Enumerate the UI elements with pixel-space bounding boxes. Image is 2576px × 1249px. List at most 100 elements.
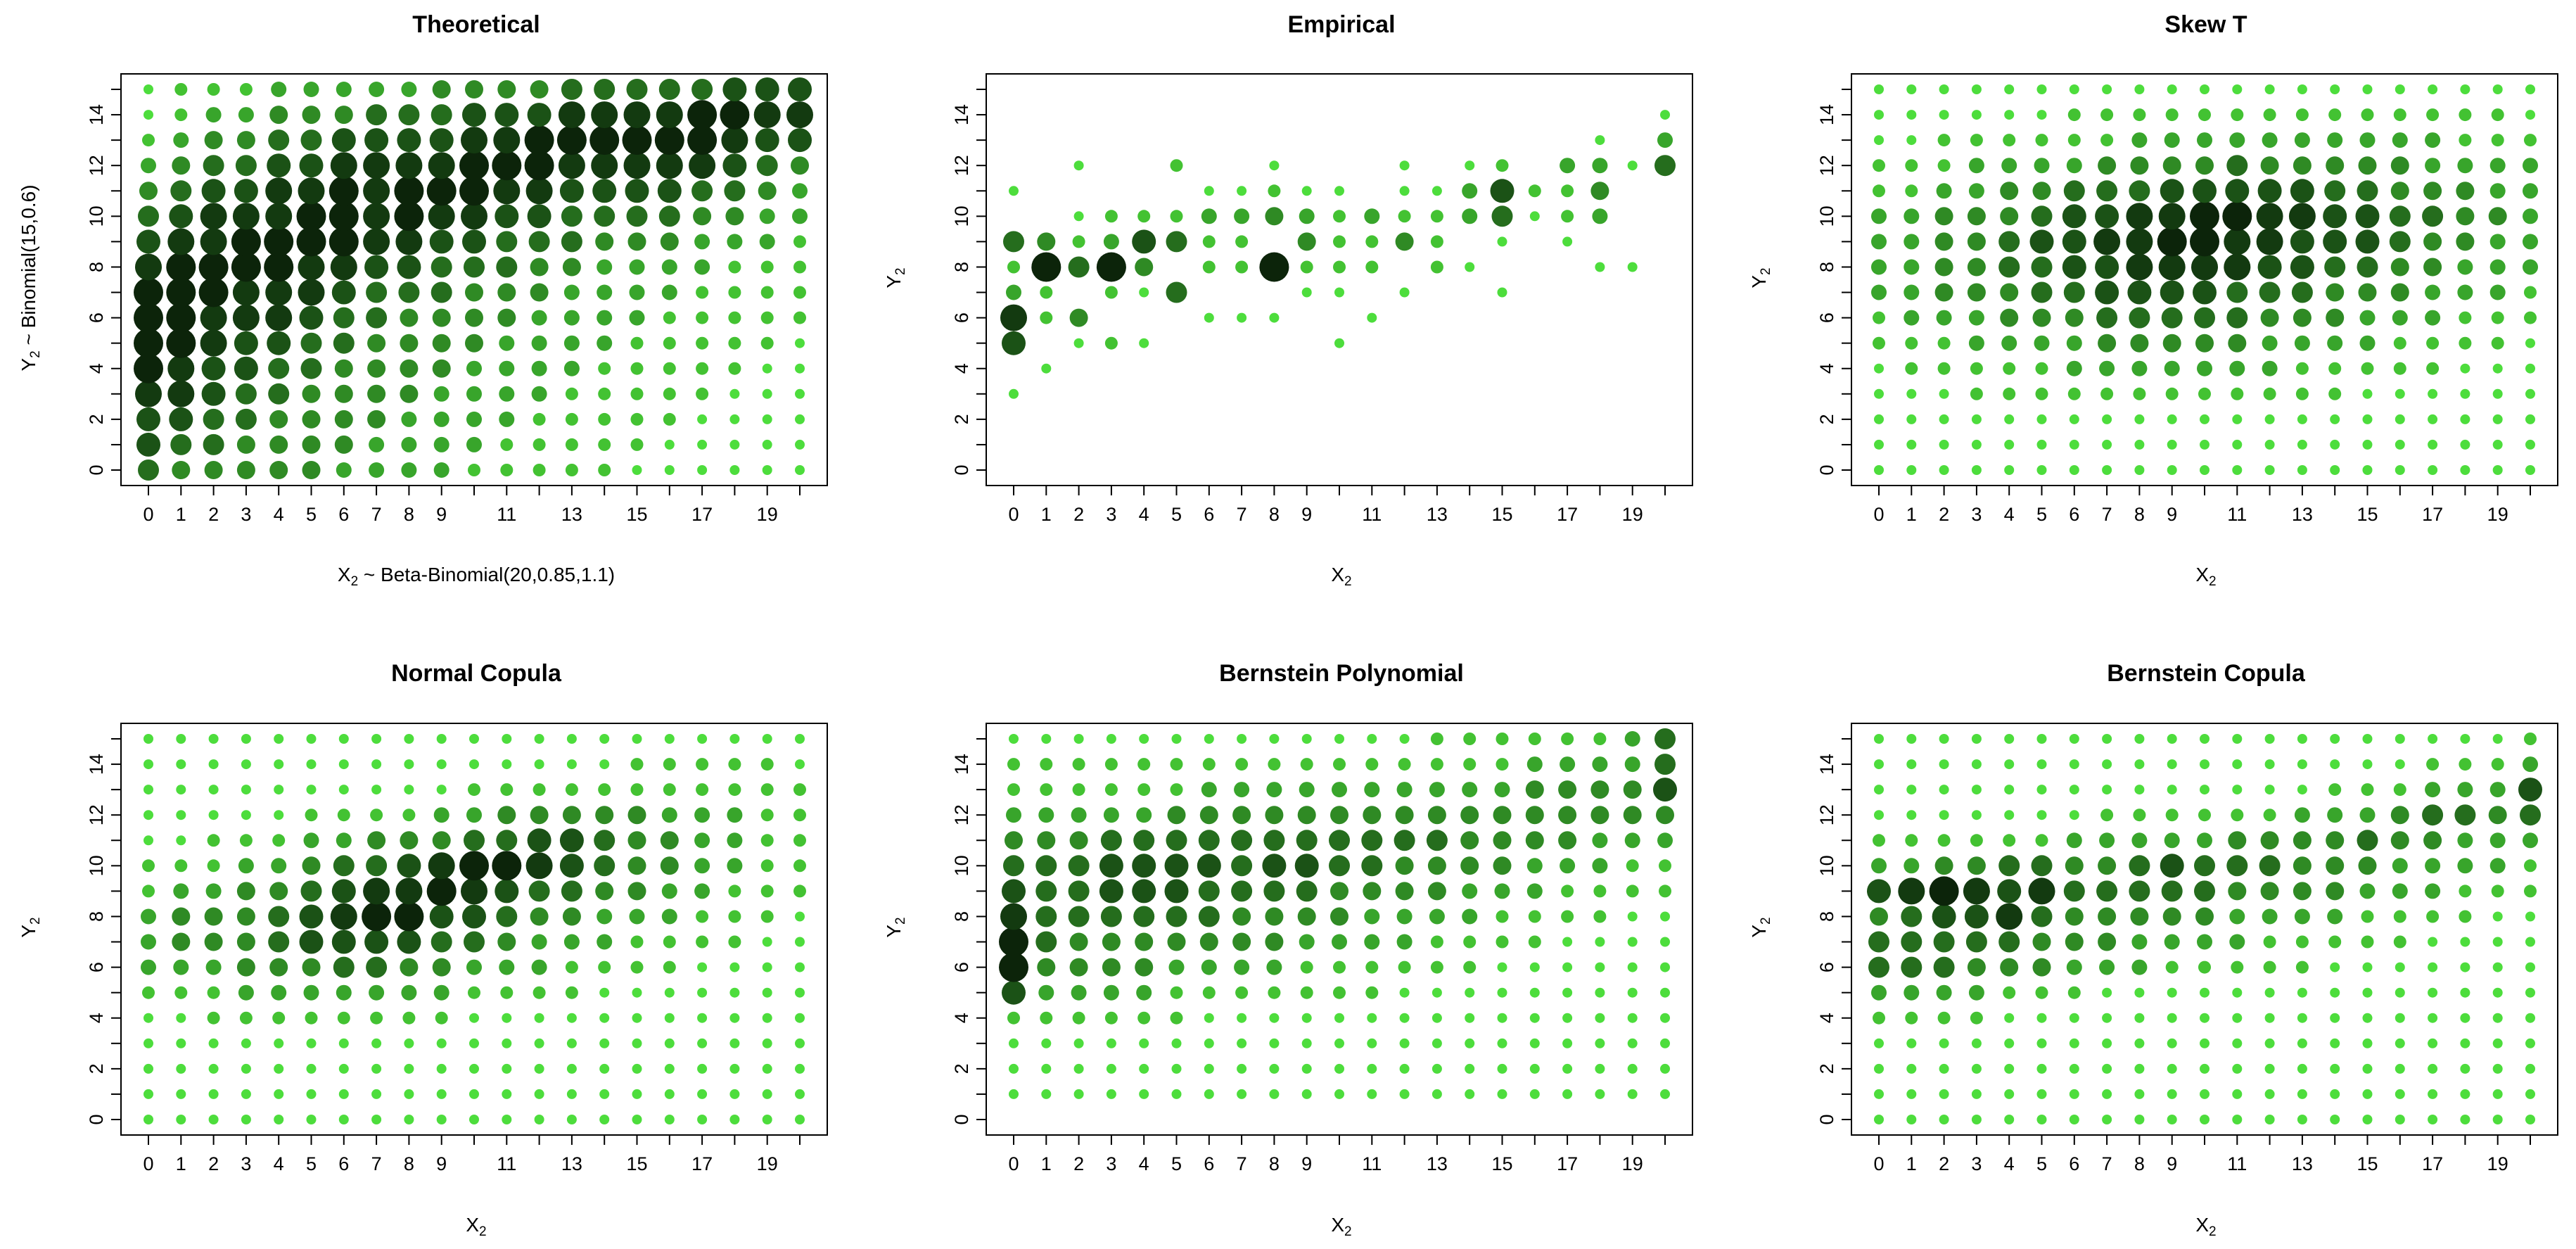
data-point	[1870, 907, 1888, 926]
data-point	[1905, 834, 1918, 847]
data-point	[2460, 937, 2470, 947]
data-point	[2525, 414, 2535, 424]
data-point	[464, 931, 485, 953]
data-point	[1906, 1038, 1917, 1048]
x-tick-label: 9	[2167, 1153, 2177, 1174]
data-point	[530, 80, 549, 99]
data-point	[2232, 84, 2243, 94]
data-point	[2102, 987, 2112, 998]
data-point	[176, 734, 186, 744]
data-point	[1595, 262, 1605, 272]
data-point	[431, 931, 452, 953]
data-point	[1497, 962, 1507, 972]
data-point	[2327, 807, 2343, 823]
data-point	[1936, 984, 1952, 1001]
data-point	[795, 1013, 805, 1023]
data-point	[469, 734, 479, 744]
data-point	[203, 408, 224, 430]
data-point	[1198, 880, 1220, 902]
data-point	[1932, 904, 1956, 929]
data-point	[1905, 184, 1918, 198]
data-point	[338, 1089, 349, 1099]
data-point	[2525, 911, 2535, 922]
data-point	[1904, 310, 1920, 326]
data-point	[2035, 834, 2048, 847]
data-point	[2491, 336, 2504, 350]
data-point	[2069, 414, 2079, 424]
data-point	[2459, 134, 2472, 147]
data-point	[729, 1115, 740, 1124]
data-point	[1398, 758, 1411, 771]
data-point	[2232, 734, 2243, 744]
data-point	[697, 439, 708, 450]
data-point	[2066, 959, 2082, 975]
data-point	[401, 436, 417, 452]
data-point	[1432, 1063, 1442, 1074]
data-point	[1934, 232, 1953, 251]
data-point	[2069, 759, 2079, 770]
data-point	[305, 1011, 318, 1025]
data-point	[2423, 232, 2442, 251]
data-point	[333, 956, 355, 978]
data-point	[2460, 465, 2470, 475]
x-tick-label: 19	[2487, 1153, 2508, 1174]
data-point	[1497, 236, 1507, 247]
data-point	[1104, 783, 1118, 797]
data-point	[2263, 960, 2276, 974]
data-point	[1269, 1063, 1280, 1074]
data-point	[2359, 883, 2376, 899]
y-tick-label: 12	[86, 804, 107, 825]
data-point	[2256, 228, 2283, 255]
data-point	[598, 960, 611, 974]
data-point	[2165, 108, 2179, 122]
data-point	[2426, 336, 2440, 350]
data-point	[2392, 858, 2408, 874]
data-point	[2395, 962, 2405, 972]
data-point	[1562, 962, 1573, 972]
data-point	[2428, 987, 2438, 998]
data-point	[2361, 910, 2374, 923]
data-point	[1299, 934, 1315, 950]
data-point	[1929, 876, 1959, 906]
data-point	[661, 259, 677, 275]
data-point	[2260, 156, 2279, 175]
data-point	[1300, 260, 1313, 274]
data-point	[2328, 387, 2342, 400]
data-point	[1906, 1115, 1917, 1124]
data-point	[464, 256, 485, 278]
data-point	[492, 851, 522, 881]
data-point	[1106, 1038, 1116, 1048]
data-point	[493, 127, 521, 154]
data-point	[2231, 387, 2244, 400]
data-point	[2392, 883, 2408, 899]
data-point	[1939, 1038, 1949, 1048]
data-point	[1868, 931, 1889, 953]
data-point	[2001, 335, 2017, 351]
data-point	[1873, 311, 1885, 324]
data-point	[271, 82, 287, 97]
data-point	[1432, 1089, 1442, 1099]
data-point	[725, 207, 744, 226]
data-point	[2422, 205, 2444, 227]
data-point	[2425, 782, 2441, 798]
data-point	[203, 433, 224, 455]
data-point	[2259, 281, 2281, 303]
data-point	[268, 383, 290, 405]
data-point	[333, 332, 355, 354]
data-point	[2492, 734, 2503, 744]
data-point	[792, 183, 808, 199]
data-point	[2523, 756, 2538, 773]
data-point	[2134, 785, 2145, 795]
data-point	[1234, 782, 1250, 798]
data-point	[173, 883, 189, 899]
x-tick-label: 3	[241, 504, 251, 525]
data-point	[2069, 1089, 2079, 1099]
data-point	[1871, 208, 1887, 224]
data-point	[2069, 84, 2079, 94]
data-point	[561, 880, 582, 902]
data-point	[401, 984, 417, 1001]
data-point	[2133, 108, 2146, 122]
data-point	[274, 1089, 284, 1099]
data-point	[2359, 310, 2376, 326]
panel-title: Theoretical	[412, 11, 540, 38]
